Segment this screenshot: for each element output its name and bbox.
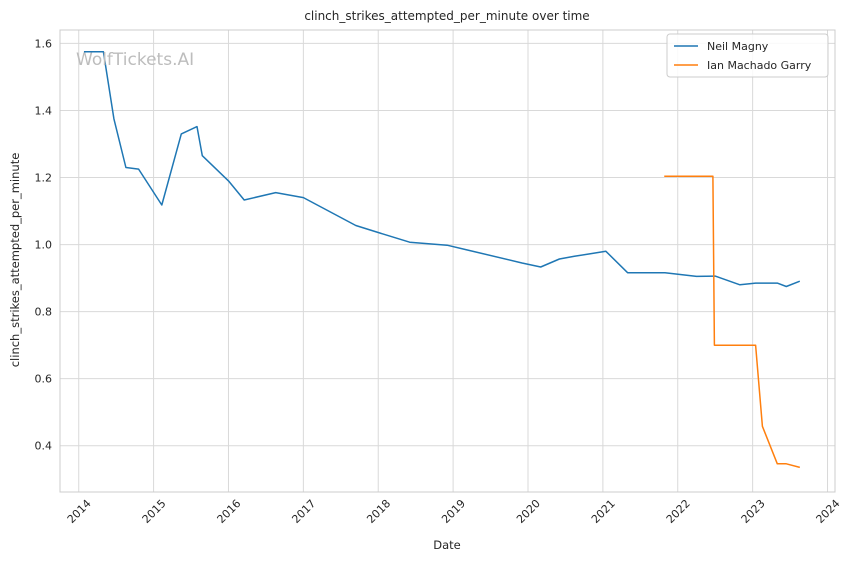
x-axis-label: Date xyxy=(433,538,461,552)
y-axis-label: clinch_strikes_attempted_per_minute xyxy=(8,153,22,368)
y-tick-label: 1.2 xyxy=(35,172,53,185)
x-tick-labels: 2014 2015 2016 2017 2018 2019 2020 2021 2022 2023… xyxy=(65,497,843,526)
series-line-neil-magny xyxy=(83,51,801,288)
x-tick-label: 2016 xyxy=(215,497,244,526)
chart-title: clinch_strikes_attempted_per_minute over… xyxy=(304,9,589,23)
legend-box xyxy=(666,33,829,78)
x-tick-label: 2014 xyxy=(65,497,94,526)
plot-frame xyxy=(59,29,836,493)
y-tick-label: 0.8 xyxy=(35,306,53,319)
legend: Neil Magny Ian Machado Garry xyxy=(666,33,829,78)
y-tick-label: 0.4 xyxy=(35,440,53,453)
legend-label-ian-machado-garry: Ian Machado Garry xyxy=(707,59,812,72)
x-tick-label: 2022 xyxy=(664,497,693,526)
y-tick-label: 1.6 xyxy=(35,37,53,50)
y-tick-label: 1.0 xyxy=(35,239,53,252)
series-lines xyxy=(83,51,801,469)
y-tick-label: 1.4 xyxy=(35,104,53,117)
x-tick-label: 2018 xyxy=(364,497,393,526)
legend-label-neil-magny: Neil Magny xyxy=(707,40,769,53)
x-tick-label: 2020 xyxy=(514,497,543,526)
x-tick-label: 2017 xyxy=(289,497,318,526)
y-tick-label: 0.6 xyxy=(35,373,53,386)
x-tick-label: 2019 xyxy=(439,497,468,526)
series-line-ian-machado-garry xyxy=(664,175,801,469)
grid xyxy=(60,30,835,492)
x-tick-label: 2024 xyxy=(814,497,843,526)
x-tick-label: 2023 xyxy=(739,497,768,526)
watermark: WolfTickets.AI xyxy=(76,50,194,70)
x-tick-label: 2015 xyxy=(140,497,169,526)
y-tick-labels: 0.4 0.6 0.8 1.0 1.2 1.4 1.6 xyxy=(35,37,53,452)
x-tick-label: 2021 xyxy=(589,497,618,526)
